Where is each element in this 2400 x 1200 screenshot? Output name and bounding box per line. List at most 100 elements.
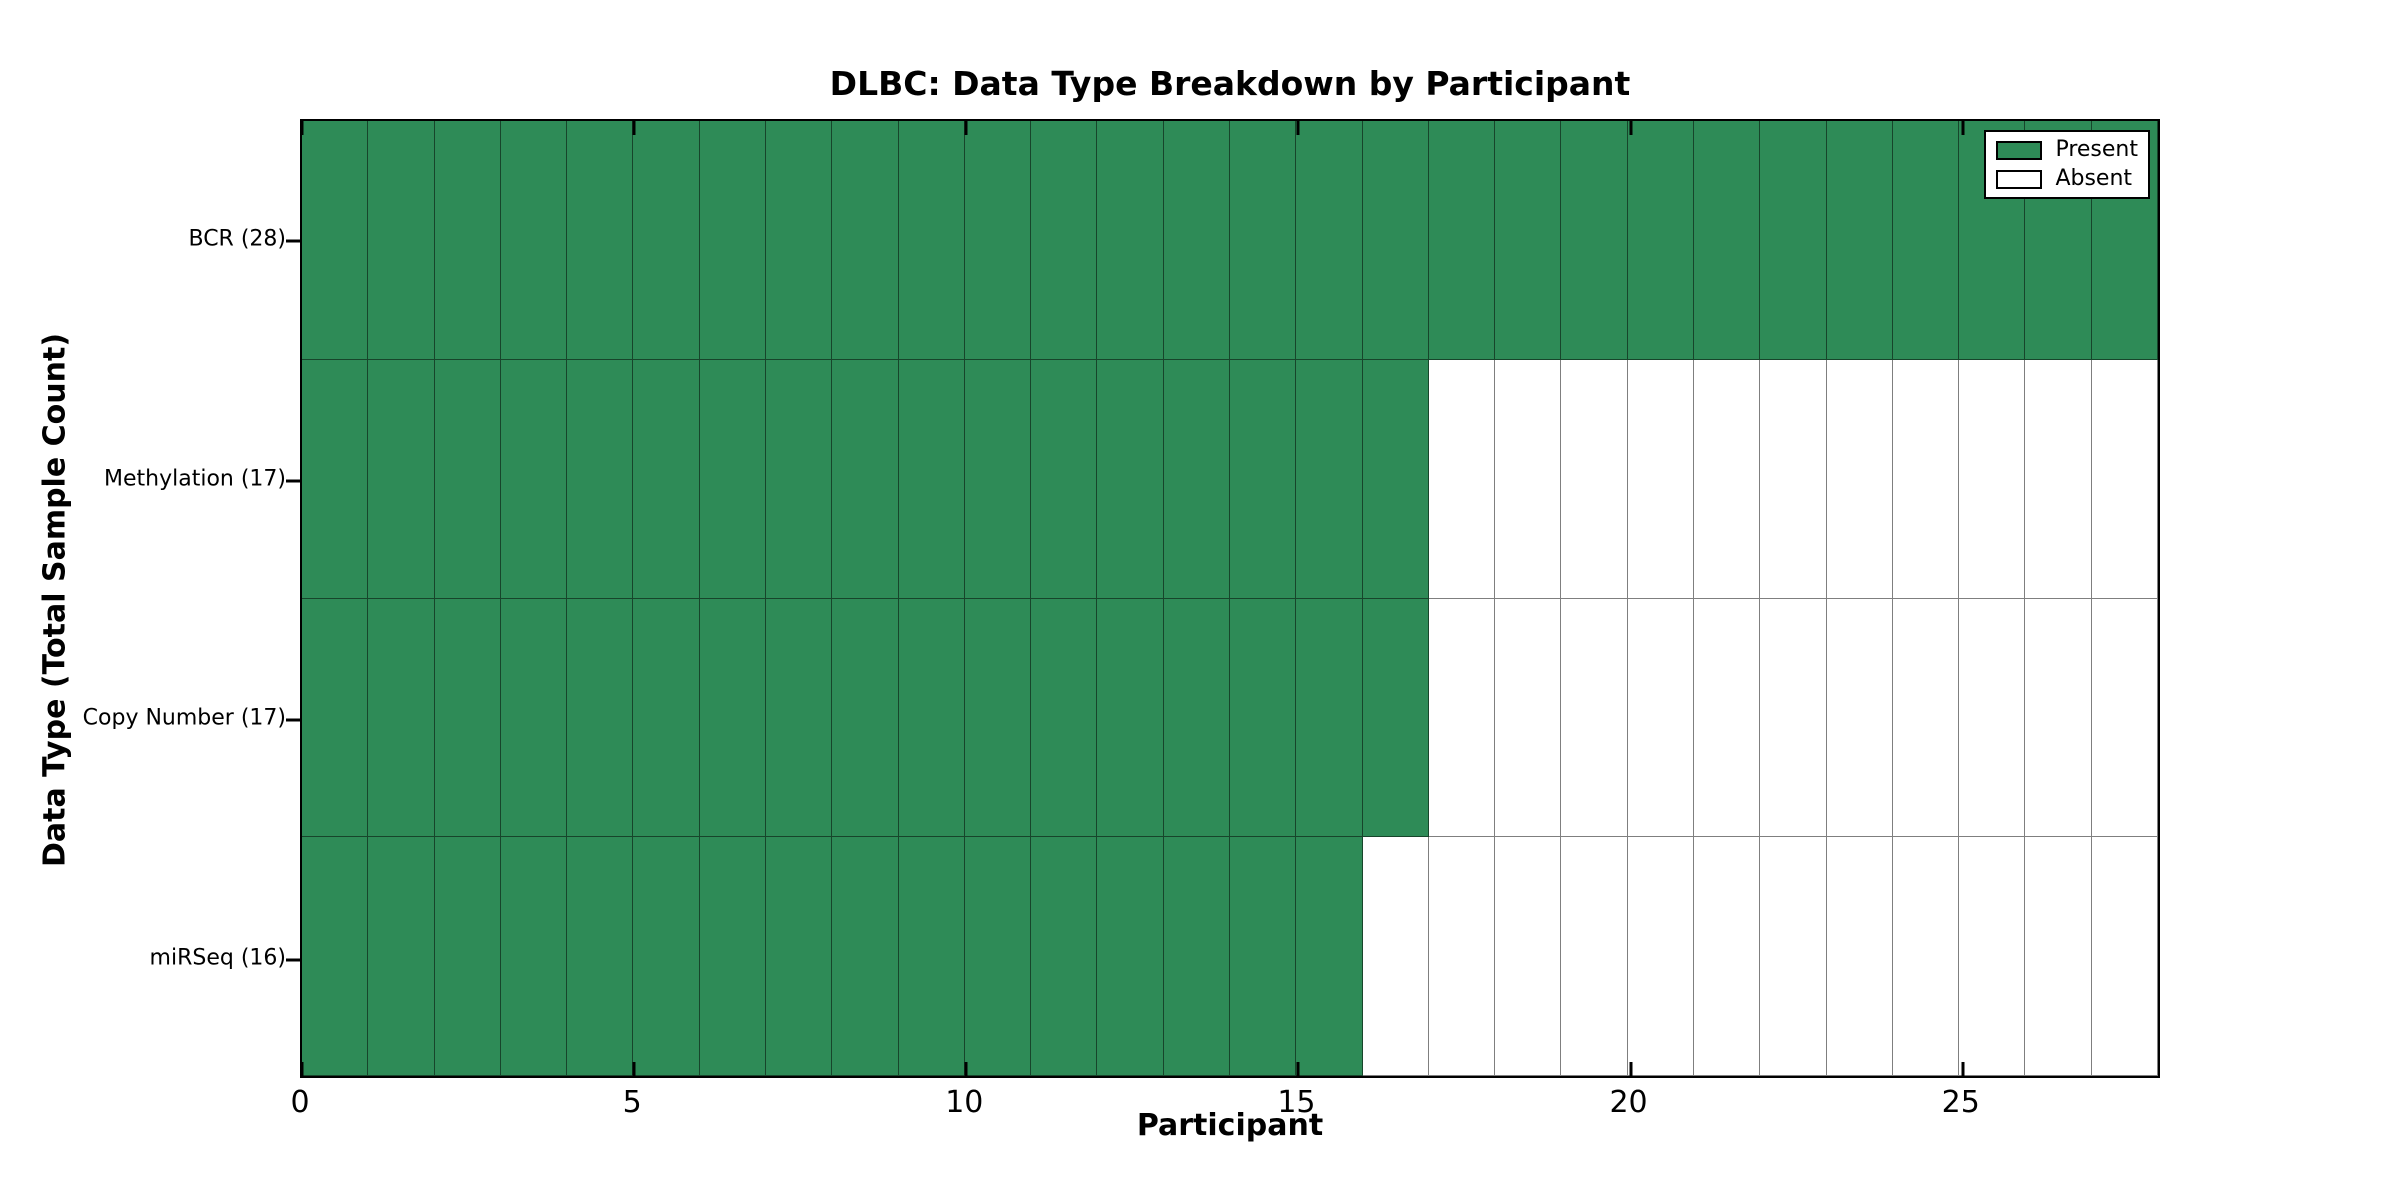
legend-swatch-present-icon — [1996, 140, 2043, 160]
legend-label-absent: Absent — [2055, 166, 2133, 191]
heatmap-cell — [964, 121, 1032, 360]
heatmap-cell — [567, 359, 634, 599]
heatmap-cell — [765, 359, 833, 599]
heatmap-cell — [1627, 121, 1694, 360]
x-tick-mark — [1961, 1062, 1965, 1076]
heatmap-cell — [1495, 121, 1562, 360]
heatmap-cell — [1428, 121, 1496, 360]
legend-item-present: Present — [1996, 139, 2138, 161]
heatmap-cell — [964, 837, 1032, 1076]
heatmap-cell — [1296, 359, 1363, 599]
heatmap-cell — [832, 121, 899, 360]
x-tick-mark — [1629, 121, 1633, 135]
x-tick-mark — [1296, 121, 1300, 135]
heatmap-cell — [1693, 359, 1761, 599]
heatmap-cell — [2091, 359, 2158, 599]
y-tick-mark — [286, 718, 300, 722]
heatmap-cell — [2091, 837, 2158, 1076]
x-tick-label: 25 — [1941, 1085, 1980, 1120]
heatmap-cell — [898, 837, 965, 1076]
heatmap-cell — [765, 121, 833, 360]
x-tick-mark — [1629, 1062, 1633, 1076]
heatmap-cell — [1362, 359, 1429, 599]
heatmap-cell — [633, 121, 700, 360]
heatmap-cell — [699, 837, 766, 1076]
heatmap-cell — [1031, 359, 1098, 599]
heatmap-cell — [1097, 359, 1164, 599]
heatmap-cell — [1229, 837, 1297, 1076]
heatmap-cell — [1959, 359, 2026, 599]
heatmap-cell — [302, 121, 369, 360]
heatmap-cell — [1561, 598, 1628, 838]
heatmap-cell — [1959, 598, 2026, 838]
heatmap-cell — [1627, 359, 1694, 599]
heatmap-cell — [832, 598, 899, 838]
heatmap-cell — [1826, 837, 1893, 1076]
plot-area: Present Absent — [286, 119, 2160, 1078]
heatmap-cell — [1495, 359, 1562, 599]
heatmap-cell — [1296, 121, 1363, 360]
heatmap-cell — [1495, 598, 1562, 838]
heatmap-cell — [1826, 359, 1893, 599]
heatmap-cell — [1097, 837, 1164, 1076]
heatmap-cell — [1097, 598, 1164, 838]
heatmap-cell — [1959, 837, 2026, 1076]
heatmap-cell — [964, 359, 1032, 599]
x-tick-mark — [632, 1062, 636, 1076]
heatmap-cell — [1229, 121, 1297, 360]
y-tick-mark — [286, 958, 300, 962]
y-tick-mark — [286, 479, 300, 483]
heatmap-cell — [1229, 598, 1297, 838]
heatmap-cell — [1892, 359, 1960, 599]
heatmap-cell — [898, 598, 965, 838]
heatmap-cell — [1892, 121, 1960, 360]
chart-title: DLBC: Data Type Breakdown by Participant — [829, 64, 1631, 103]
heatmap-cell — [2091, 598, 2158, 838]
heatmap-cell — [500, 598, 568, 838]
heatmap-cell — [434, 598, 501, 838]
heatmap-cell — [434, 359, 501, 599]
heatmap-cell — [500, 837, 568, 1076]
x-tick-label: 15 — [1277, 1085, 1316, 1120]
heatmap-cell — [699, 359, 766, 599]
x-tick-mark — [632, 121, 636, 135]
heatmap-cell — [434, 121, 501, 360]
legend-swatch-absent-icon — [1996, 169, 2043, 189]
heatmap-cell — [1892, 598, 1960, 838]
heatmap-cell — [1760, 121, 1827, 360]
heatmap-cell — [302, 359, 369, 599]
heatmap-cell — [1031, 837, 1098, 1076]
heatmap-cell — [832, 837, 899, 1076]
heatmap-cell — [633, 837, 700, 1076]
heatmap-cell — [1428, 359, 1496, 599]
heatmap-grid — [302, 121, 2158, 1076]
x-tick-mark — [1961, 121, 1965, 135]
x-tick-mark — [300, 121, 304, 135]
heatmap-cell — [567, 837, 634, 1076]
heatmap-cell — [1561, 359, 1628, 599]
x-tick-label: 20 — [1609, 1085, 1648, 1120]
heatmap-cell — [1826, 598, 1893, 838]
heatmap-cell — [2025, 359, 2092, 599]
heatmap-cell — [1760, 598, 1827, 838]
legend: Present Absent — [1984, 130, 2150, 199]
heatmap-cell — [832, 359, 899, 599]
heatmap-cell — [1229, 359, 1297, 599]
x-tick-mark — [1296, 1062, 1300, 1076]
heatmap-cell — [434, 837, 501, 1076]
heatmap-cell — [1296, 598, 1363, 838]
x-axis-label: Participant — [1136, 1108, 1324, 1143]
heatmap-cell — [699, 598, 766, 838]
heatmap-cell — [1163, 359, 1230, 599]
heatmap-cell — [1362, 837, 1429, 1076]
x-tick-label: 0 — [290, 1085, 310, 1120]
heatmap-cell — [1163, 598, 1230, 838]
heatmap-cell — [1892, 837, 1960, 1076]
heatmap-cell — [1627, 837, 1694, 1076]
heatmap-cell — [1495, 837, 1562, 1076]
heatmap-cell — [500, 359, 568, 599]
heatmap-cell — [898, 121, 965, 360]
heatmap-cell — [1163, 837, 1230, 1076]
heatmap-cell — [1561, 121, 1628, 360]
